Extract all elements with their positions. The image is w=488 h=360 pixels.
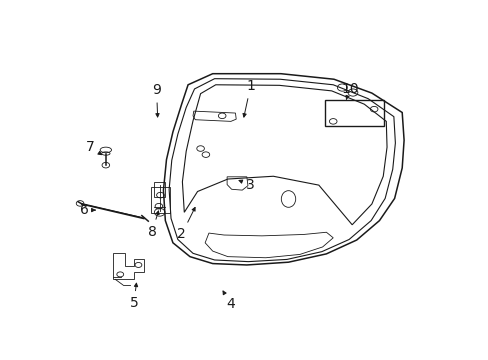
Text: 1: 1 <box>243 79 255 117</box>
Text: 5: 5 <box>129 283 138 310</box>
Bar <box>151 186 169 213</box>
Text: 10: 10 <box>341 82 358 99</box>
Text: 9: 9 <box>152 83 161 117</box>
Bar <box>324 100 383 126</box>
Text: 6: 6 <box>80 203 95 217</box>
Text: 3: 3 <box>239 177 254 192</box>
Bar <box>154 182 164 197</box>
Text: 4: 4 <box>223 291 235 311</box>
Text: 7: 7 <box>86 140 102 155</box>
Text: 8: 8 <box>147 211 159 239</box>
Text: 2: 2 <box>177 207 195 242</box>
